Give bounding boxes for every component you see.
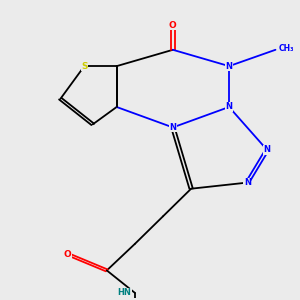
Text: N: N — [244, 178, 251, 187]
Text: O: O — [169, 21, 177, 30]
Text: O: O — [64, 250, 71, 259]
Text: N: N — [169, 123, 176, 132]
Text: S: S — [81, 61, 88, 70]
Text: N: N — [226, 103, 232, 112]
Text: N: N — [226, 61, 232, 70]
Text: CH₃: CH₃ — [279, 44, 294, 53]
Text: N: N — [263, 146, 271, 154]
Text: HN: HN — [118, 288, 131, 297]
